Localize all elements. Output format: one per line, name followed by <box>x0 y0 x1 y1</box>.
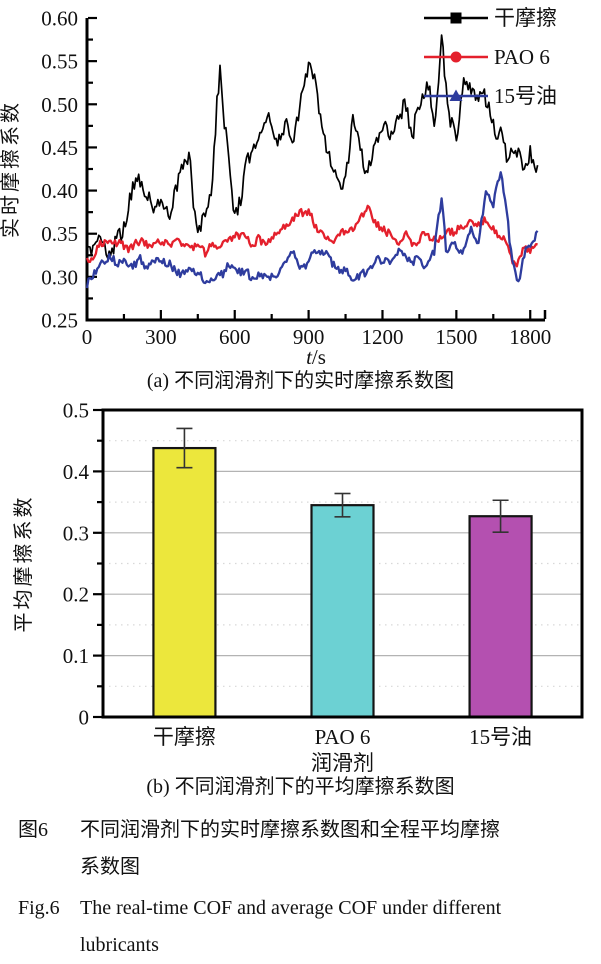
figure-caption-en: Fig.6 The real-time COF and average COF … <box>0 886 601 964</box>
svg-text:润滑剂: 润滑剂 <box>311 751 374 774</box>
realtime-cof-line-chart: 0.25 0.30 0.35 0.40 0.45 0.50 0.55 0.60 0 300 600 9… <box>0 6 557 368</box>
svg-text:PAO 6: PAO 6 <box>315 725 371 749</box>
svg-text:0: 0 <box>82 325 93 349</box>
svg-text:0.55: 0.55 <box>41 50 78 74</box>
svg-text:1800: 1800 <box>509 325 551 349</box>
svg-text:平均摩擦系数: 平均摩擦系数 <box>12 495 35 633</box>
svg-text:0.35: 0.35 <box>41 222 78 246</box>
svg-text:0.5: 0.5 <box>63 402 89 423</box>
svg-text:600: 600 <box>219 325 251 349</box>
figure-caption-en-line2: lubricants <box>80 934 159 956</box>
figure-caption-zh: 图6 不同润滑剂下的实时摩擦系数图和全程平均摩擦 系数图 <box>0 808 601 886</box>
svg-text:0.1: 0.1 <box>63 644 89 668</box>
svg-text:15号油: 15号油 <box>494 84 557 108</box>
svg-text:0.45: 0.45 <box>41 136 78 160</box>
figure-caption-zh-line1: 不同润滑剂下的实时摩擦系数图和全程平均摩擦 <box>80 819 500 841</box>
average-cof-bar-chart: 干摩擦 PAO 6 15号油 0 0.1 0.2 0.3 0.4 0.5 润滑剂 平均摩擦系数 <box>12 402 584 774</box>
svg-text:PAO 6: PAO 6 <box>494 45 550 69</box>
figure-caption-en-line1: The real-time COF and average COF under … <box>80 897 502 919</box>
figure-caption-en-label: Fig.6 <box>18 897 60 919</box>
figure-caption-zh-label: 图6 <box>18 819 48 841</box>
panel-b-caption: (b) 不同润滑剂下的平均摩擦系数图 <box>146 776 455 798</box>
svg-text:15号油: 15号油 <box>469 725 532 749</box>
svg-text:300: 300 <box>145 325 177 349</box>
svg-text:1500: 1500 <box>435 325 477 349</box>
svg-text:0.25: 0.25 <box>41 309 78 333</box>
figure-caption-zh-line2: 系数图 <box>80 856 140 878</box>
svg-text:0: 0 <box>79 706 90 730</box>
svg-text:0.4: 0.4 <box>63 460 90 484</box>
svg-text:0.3: 0.3 <box>63 521 89 545</box>
figure-caption-en-text: The real-time COF and average COF under … <box>80 890 591 964</box>
figure-caption-zh-text: 不同润滑剂下的实时摩擦系数图和全程平均摩擦 系数图 <box>80 812 591 886</box>
svg-text:0.60: 0.60 <box>41 7 78 31</box>
svg-text:0.50: 0.50 <box>41 93 78 117</box>
svg-text:0.2: 0.2 <box>63 583 89 607</box>
svg-text:干摩擦: 干摩擦 <box>494 6 557 30</box>
panel-a-caption: (a) 不同润滑剂下的实时摩擦系数图 <box>146 370 455 392</box>
svg-text:干摩擦: 干摩擦 <box>153 725 216 749</box>
svg-text:0.30: 0.30 <box>41 265 78 289</box>
svg-text:1200: 1200 <box>361 325 403 349</box>
svg-text:0.40: 0.40 <box>41 179 78 203</box>
svg-text:实时摩擦系数: 实时摩擦系数 <box>0 100 22 238</box>
svg-text:t/s: t/s <box>306 345 326 368</box>
svg-text:900: 900 <box>293 325 325 349</box>
